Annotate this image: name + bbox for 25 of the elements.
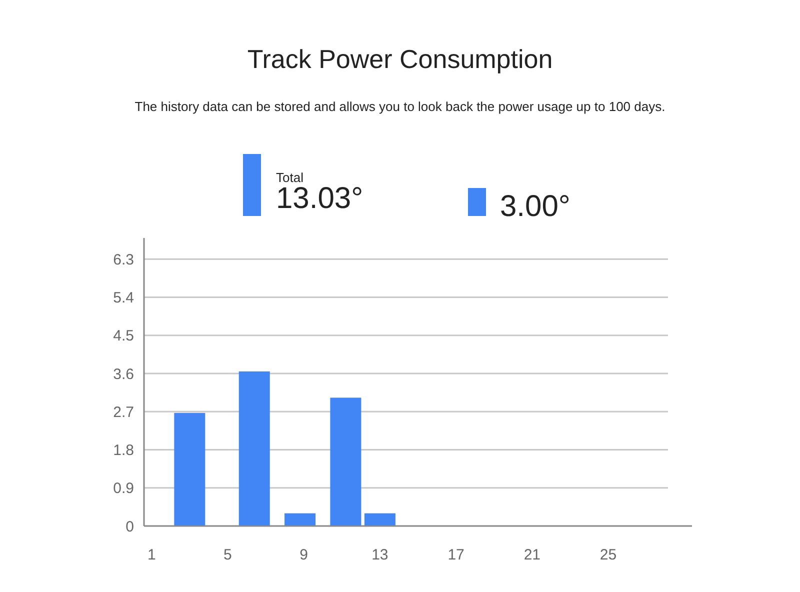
- text: Total: [276, 170, 304, 185]
- bar: [238, 371, 270, 526]
- x-tick-label: 9: [300, 546, 308, 564]
- x-tick-label: 13: [372, 546, 388, 564]
- x-tick-label: 25: [600, 546, 617, 564]
- y-tick-label: 0.9: [113, 480, 134, 498]
- x-tick-label: 21: [524, 546, 541, 564]
- y-tick-label: 1.8: [113, 442, 134, 460]
- text: 13.03°: [276, 182, 364, 215]
- chart-title: Track Power Consumption: [247, 44, 553, 74]
- x-tick-label: 5: [224, 546, 232, 564]
- text: 3.00°: [500, 190, 570, 223]
- y-tick-label: 4.5: [113, 328, 134, 345]
- y-tick-label: 2.7: [113, 404, 134, 421]
- y-tick-label: 3.6: [113, 366, 134, 383]
- y-tick-label: 6.3: [113, 251, 134, 268]
- bar: [330, 398, 362, 526]
- y-tick-label: 0: [126, 518, 134, 536]
- x-tick-label: 1: [147, 546, 156, 564]
- y-tick-label: 5.4: [113, 290, 134, 307]
- x-tick-label: 17: [448, 546, 464, 564]
- bar: [284, 513, 316, 526]
- chart-subtitle: The history data can be stored and allows you to look back the power usage up to 100 days.: [134, 99, 666, 114]
- bar: [174, 412, 206, 526]
- bar: [364, 513, 396, 526]
